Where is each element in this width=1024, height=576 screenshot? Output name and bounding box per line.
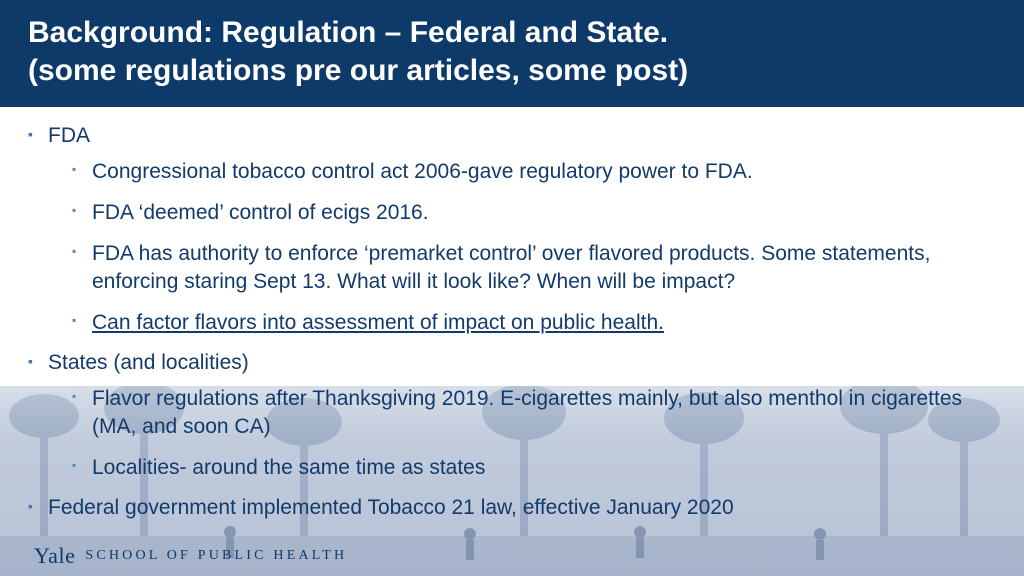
content-area: FDA Congressional tobacco control act 20… bbox=[0, 107, 1024, 522]
bullet-states-sublist: Flavor regulations after Thanksgiving 20… bbox=[48, 385, 996, 481]
bullet-list: FDA Congressional tobacco control act 20… bbox=[28, 123, 996, 522]
bullet-states: States (and localities) Flavor regulatio… bbox=[28, 350, 996, 481]
title-line-2: (some regulations pre our articles, some… bbox=[28, 52, 996, 90]
bullet-fda-item-3: Can factor flavors into assessment of im… bbox=[72, 309, 996, 336]
bullet-federal-last: Federal government implemented Tobacco 2… bbox=[28, 495, 996, 522]
bullet-fda-label: FDA bbox=[48, 124, 90, 147]
bullet-states-item-1: Localities- around the same time as stat… bbox=[72, 454, 996, 481]
bullet-fda-item-1: FDA ‘deemed’ control of ecigs 2016. bbox=[72, 199, 996, 226]
bullet-fda-item-0: Congressional tobacco control act 2006-g… bbox=[72, 158, 996, 185]
footer-sub: SCHOOL OF PUBLIC HEALTH bbox=[85, 548, 347, 564]
bullet-states-label: States (and localities) bbox=[48, 351, 249, 374]
title-bar: Background: Regulation – Federal and Sta… bbox=[0, 0, 1024, 107]
footer-brand: Yale bbox=[34, 543, 75, 569]
bullet-states-item-0: Flavor regulations after Thanksgiving 20… bbox=[72, 385, 996, 440]
bullet-fda-sublist: Congressional tobacco control act 2006-g… bbox=[48, 158, 996, 336]
slide: Background: Regulation – Federal and Sta… bbox=[0, 0, 1024, 576]
title-line-1: Background: Regulation – Federal and Sta… bbox=[28, 14, 996, 52]
bullet-fda-item-2: FDA has authority to enforce ‘premarket … bbox=[72, 240, 996, 295]
footer: Yale SCHOOL OF PUBLIC HEALTH bbox=[0, 536, 1024, 576]
bullet-fda: FDA Congressional tobacco control act 20… bbox=[28, 123, 996, 336]
bullet-fda-item-3-text: Can factor flavors into assessment of im… bbox=[92, 311, 664, 334]
